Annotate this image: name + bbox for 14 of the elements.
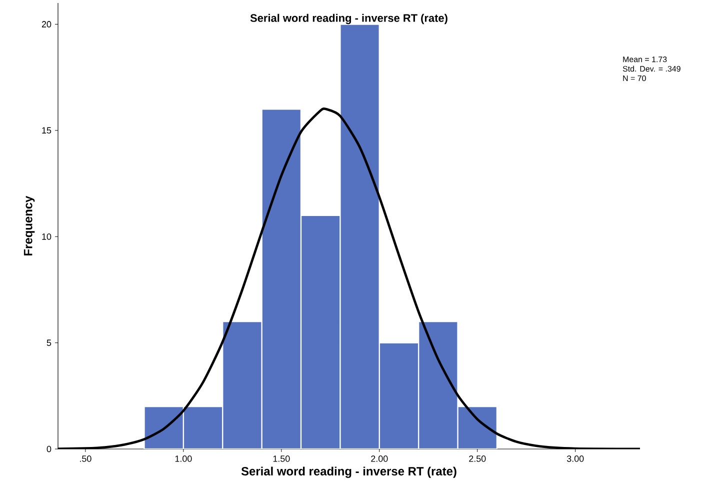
text: Serial word reading - inverse RT (rate) (250, 14, 448, 24)
x-tick-label: 2.50 (469, 456, 486, 462)
x-tick-label: 3.00 (566, 456, 584, 462)
x-tick-label: 1.50 (273, 456, 290, 462)
y-tick-label: 20 (42, 21, 52, 28)
y-tick-label: 5 (46, 340, 52, 346)
y-tick-label: 10 (42, 233, 52, 240)
x-axis-title: Serial word reading - inverse RT (rate) (241, 466, 456, 478)
y-axis-title: Frequency (24, 196, 35, 256)
y-tick-label: 0 (46, 446, 52, 452)
x-tick-label: .50 (80, 456, 92, 462)
x-tick-label: 2.00 (371, 456, 388, 462)
x-tick-label: 1.00 (175, 456, 192, 462)
y-tick-label: 15 (42, 127, 52, 134)
